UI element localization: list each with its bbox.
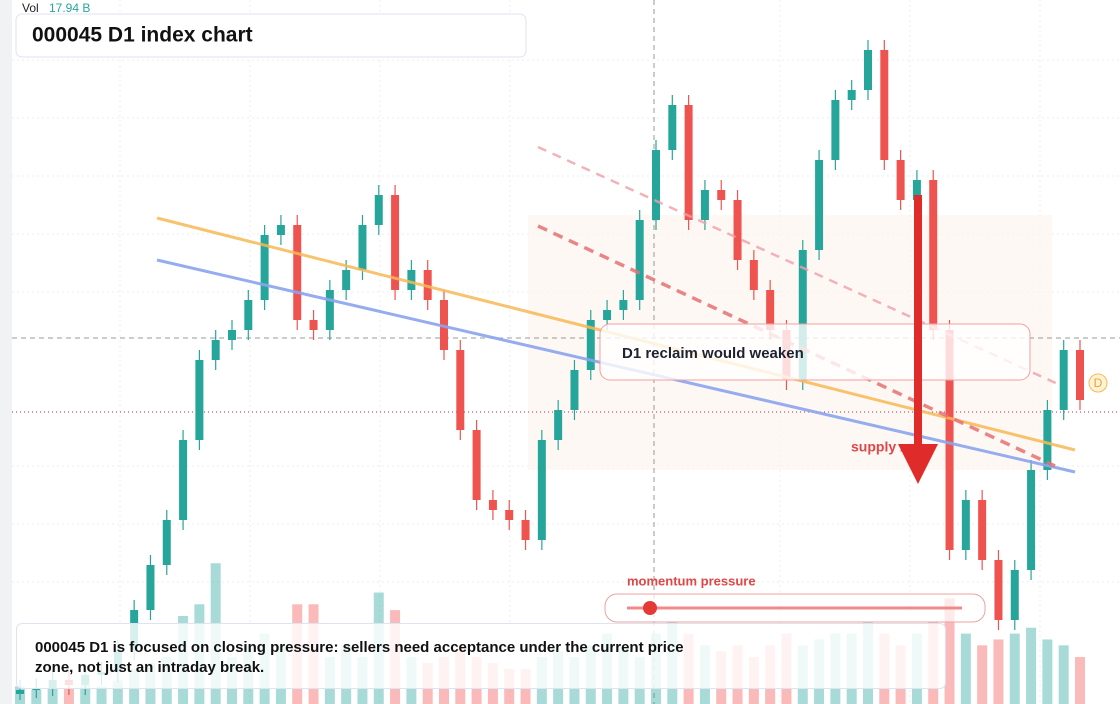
candle-body — [488, 500, 497, 510]
candle-body — [652, 150, 660, 220]
title-box — [15, 13, 527, 58]
left-gutter — [0, 0, 12, 704]
candle-body — [407, 270, 416, 290]
candle-body — [521, 520, 530, 540]
candle-body — [912, 180, 921, 200]
candle-body — [16, 690, 24, 694]
candle-body — [619, 300, 628, 310]
volume-bar — [1058, 645, 1069, 704]
candle-body — [554, 410, 563, 440]
candle-body — [342, 270, 351, 290]
annotation-box — [599, 323, 1031, 381]
candle-body — [244, 300, 253, 330]
candle-body — [456, 350, 465, 430]
candle-body — [32, 688, 41, 690]
volume-bar — [944, 598, 955, 704]
volume-bar — [977, 645, 988, 704]
candle-body — [896, 160, 905, 200]
candle-body — [472, 430, 481, 500]
candle-body — [195, 360, 204, 440]
candle-body — [700, 190, 709, 220]
candle-body — [603, 310, 612, 320]
caption-box: 000045 D1 is focused on closing pressure… — [16, 623, 946, 689]
candle-body — [994, 560, 1003, 620]
annotation: D1 reclaim would weaken — [622, 345, 804, 362]
candle-body — [880, 50, 889, 160]
candle-body — [260, 235, 269, 300]
candle-body — [766, 290, 775, 330]
candle-body — [635, 220, 644, 300]
candle-body — [945, 330, 954, 550]
legend-label: Vol — [22, 1, 39, 15]
volume-bar — [63, 688, 74, 704]
volume-bar — [1026, 627, 1037, 704]
candle-body — [864, 50, 872, 90]
candle-body — [668, 105, 677, 150]
candle-body — [276, 225, 285, 235]
volume-bar — [1075, 657, 1085, 704]
candle-body — [211, 340, 220, 360]
candle-body — [1010, 570, 1019, 620]
candle-body — [358, 225, 367, 270]
marker-label: D — [1094, 376, 1103, 390]
candle-body — [961, 500, 970, 550]
volume-bar — [960, 633, 971, 704]
arrow-head — [898, 444, 938, 484]
candle-body — [391, 195, 400, 290]
volume-bar — [96, 686, 107, 704]
candle-body — [1043, 410, 1052, 470]
trendline — [537, 224, 1056, 468]
candle-body — [847, 90, 856, 100]
candle-body — [374, 195, 383, 225]
candle-body — [1027, 470, 1036, 570]
volume-bar — [993, 639, 1004, 704]
marker — [1088, 373, 1108, 393]
legend-value: 17.94 B — [49, 1, 90, 15]
candle-body — [505, 510, 514, 520]
candle-body — [929, 180, 938, 330]
candle-body — [749, 260, 758, 290]
slider-knob — [643, 601, 657, 615]
candle-body — [717, 190, 726, 200]
candle-body — [228, 330, 236, 340]
candle-body — [309, 320, 318, 330]
annotation: momentum pressure — [627, 573, 756, 588]
volume-bar — [112, 680, 123, 704]
candle-body — [293, 225, 302, 320]
candle-body — [537, 440, 546, 540]
candle-body — [570, 370, 579, 410]
candle-body — [325, 290, 334, 330]
candle-body — [1076, 350, 1084, 400]
candle-body — [684, 105, 693, 220]
candle-body — [1059, 350, 1068, 410]
candles — [16, 40, 1084, 700]
candle-body — [586, 320, 595, 370]
volume-bar — [1042, 639, 1053, 704]
candle-body — [798, 250, 807, 380]
title: 000045 D1 index chart — [32, 24, 253, 47]
volume-bar — [1009, 633, 1020, 704]
caption: 000045 D1 is focused on closing pressure… — [35, 639, 684, 676]
candle-body — [146, 565, 155, 610]
candle-body — [978, 500, 987, 560]
candle-body — [179, 440, 188, 520]
candle-body — [815, 160, 824, 250]
candle-body — [733, 200, 742, 260]
candle-body — [831, 100, 840, 160]
candle-body — [162, 520, 171, 565]
